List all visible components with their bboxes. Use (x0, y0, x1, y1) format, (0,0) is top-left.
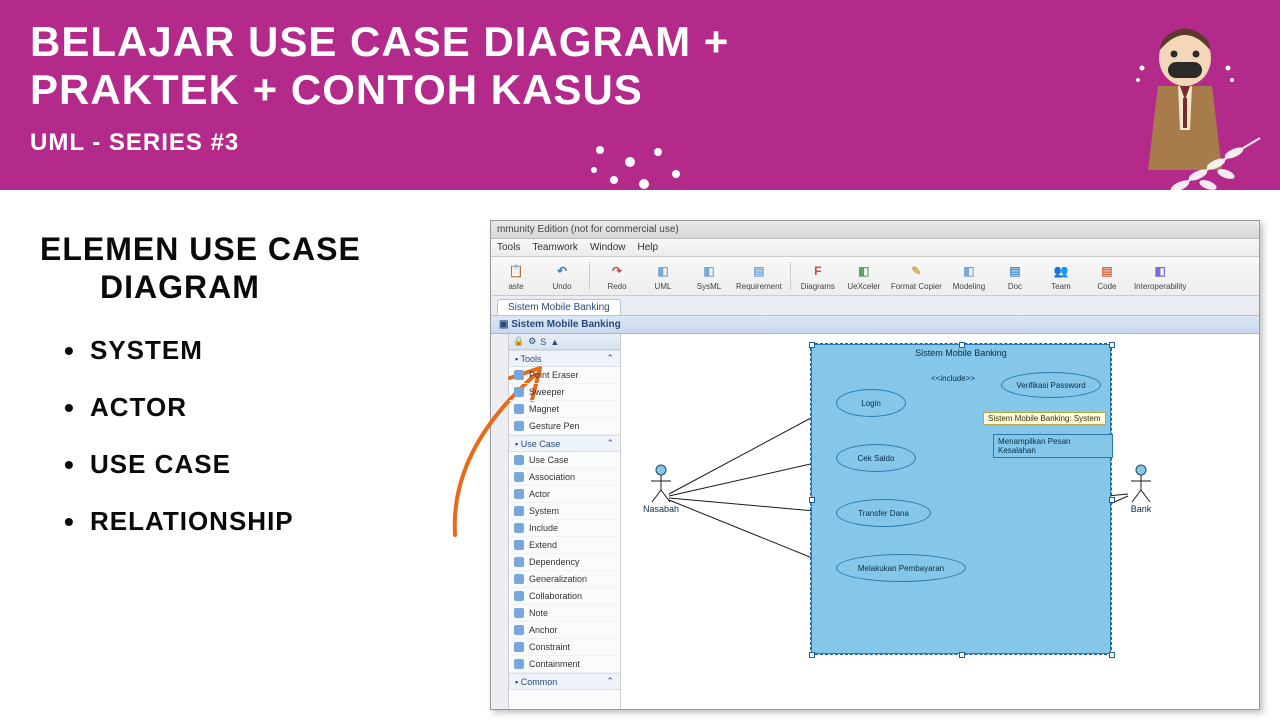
document-title: ▣ Sistem Mobile Banking (491, 316, 1259, 334)
menu-teamwork[interactable]: Teamwork (532, 242, 578, 253)
bullet-item: USE CASE (90, 449, 470, 480)
section-heading: ELEMEN USE CASE DIAGRAM (40, 230, 470, 307)
toolbar-undo[interactable]: ↶Undo (543, 261, 581, 291)
toolbar-diagrams[interactable]: FDiagrams (799, 261, 837, 291)
main-content: ELEMEN USE CASE DIAGRAM SYSTEM ACTOR USE… (0, 190, 1280, 720)
palette-item-system[interactable]: System (509, 503, 620, 520)
palette-item-include[interactable]: Include (509, 520, 620, 537)
heading-line-2: DIAGRAM (40, 268, 470, 306)
uc-verif[interactable]: Verifikasi Password (1001, 372, 1101, 398)
toolbar-redo[interactable]: ↷Redo (598, 261, 636, 291)
menu-tools[interactable]: Tools (497, 242, 520, 253)
toolbar-interoperability[interactable]: ◧Interoperability (1134, 261, 1186, 291)
document-title-text: Sistem Mobile Banking (511, 319, 620, 330)
toolbar-format-copier[interactable]: ✎Format Copier (891, 261, 942, 291)
palette-item-actor[interactable]: Actor (509, 486, 620, 503)
palette-item-dependency[interactable]: Dependency (509, 554, 620, 571)
uc-transfer[interactable]: Transfer Dana (836, 499, 931, 527)
toolbar-team[interactable]: 👥Team (1042, 261, 1080, 291)
bullet-item: ACTOR (90, 392, 470, 423)
toolbar-uml[interactable]: ◧UML (644, 261, 682, 291)
title-line-1: BELAJAR USE CASE DIAGRAM + (30, 18, 729, 65)
window-titlebar: mmunity Edition (not for commercial use) (491, 221, 1259, 239)
palette-item-anchor[interactable]: Anchor (509, 622, 620, 639)
palette-item-note[interactable]: Note (509, 605, 620, 622)
actor-nasabah[interactable]: Nasabah (643, 464, 679, 514)
toolbar-code[interactable]: ▤Code (1088, 261, 1126, 291)
bullet-item: SYSTEM (90, 335, 470, 366)
palette-group-common[interactable]: ▪ Common⌃ (509, 673, 620, 690)
heading-line-1: ELEMEN USE CASE (40, 231, 361, 267)
palette-item-sweeper[interactable]: Sweeper (509, 384, 620, 401)
palette-item-association[interactable]: Association (509, 469, 620, 486)
tabbar: Sistem Mobile Banking (491, 296, 1259, 316)
tool-palette: 🔒⚙S▲ ▪ Tools⌃Point EraserSweeperMagnetGe… (509, 334, 621, 709)
actor-bank[interactable]: Bank (1129, 464, 1153, 514)
toolbar: 📋aste ↶Undo ↷Redo ◧UML ◧SysML ▤Requirement FDi… (491, 257, 1259, 296)
bullet-list: SYSTEM ACTOR USE CASE RELATIONSHIP (40, 335, 470, 537)
left-column: ELEMEN USE CASE DIAGRAM SYSTEM ACTOR USE… (40, 220, 470, 710)
toolbar-sysml[interactable]: ◧SysML (690, 261, 728, 291)
palette-item-gesture-pen[interactable]: Gesture Pen (509, 418, 620, 435)
palette-head: 🔒⚙S▲ (509, 334, 620, 350)
toolbar-requirement[interactable]: ▤Requirement (736, 261, 782, 291)
app-screenshot: mmunity Edition (not for commercial use)… (490, 220, 1260, 710)
header: BELAJAR USE CASE DIAGRAM + PRAKTEK + CON… (0, 0, 1280, 190)
palette-item-extend[interactable]: Extend (509, 537, 620, 554)
menubar: Tools Teamwork Window Help (491, 239, 1259, 257)
toolbar-doc[interactable]: ▤Doc (996, 261, 1034, 291)
uc-login[interactable]: Login (836, 389, 906, 417)
diagram-canvas[interactable]: Sistem Mobile Banking<<include>>LoginVer… (621, 334, 1259, 709)
palette-item-magnet[interactable]: Magnet (509, 401, 620, 418)
palette-item-point-eraser[interactable]: Point Eraser (509, 367, 620, 384)
editor-body: 🔒⚙S▲ ▪ Tools⌃Point EraserSweeperMagnetGe… (491, 334, 1259, 709)
palette-item-collaboration[interactable]: Collaboration (509, 588, 620, 605)
toolbar-modeling[interactable]: ◧Modeling (950, 261, 988, 291)
palette-item-generalization[interactable]: Generalization (509, 571, 620, 588)
menu-help[interactable]: Help (638, 242, 659, 253)
diagram-icon: ▣ (499, 319, 511, 330)
toolbar-aste[interactable]: 📋aste (497, 261, 535, 291)
menu-window[interactable]: Window (590, 242, 626, 253)
palette-item-constraint[interactable]: Constraint (509, 639, 620, 656)
uc-cek[interactable]: Cek Saldo (836, 444, 916, 472)
error-message-note[interactable]: Menampilkan Pesan Kesalahan (993, 434, 1113, 458)
palette-item-containment[interactable]: Containment (509, 656, 620, 673)
tooltip: Sistem Mobile Banking: System (983, 412, 1106, 425)
uc-bayar[interactable]: Melakukan Pembayaran (836, 554, 966, 582)
title-line-2: PRAKTEK + CONTOH KASUS (30, 66, 643, 113)
include-label: <<include>> (931, 374, 975, 383)
bullet-item: RELATIONSHIP (90, 506, 470, 537)
page-title: BELAJAR USE CASE DIAGRAM + PRAKTEK + CON… (30, 18, 930, 115)
toolbar-uexceler[interactable]: ◧UeXceler (845, 261, 883, 291)
palette-item-use-case[interactable]: Use Case (509, 452, 620, 469)
document-tab[interactable]: Sistem Mobile Banking (497, 299, 621, 315)
